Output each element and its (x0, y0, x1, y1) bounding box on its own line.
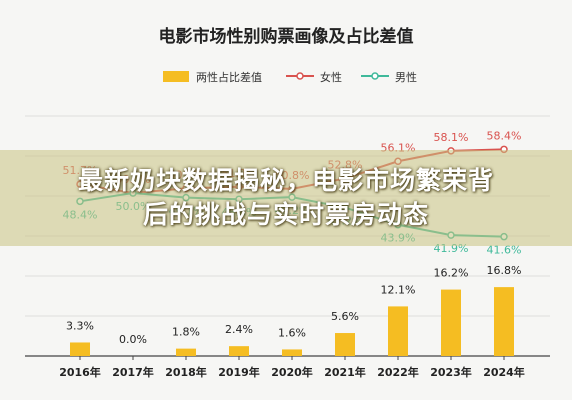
x-tick-label: 2018年 (165, 365, 207, 379)
bar (335, 333, 355, 356)
chart-title: 电影市场性别购票画像及占比差值 (159, 26, 414, 47)
legend: 两性占比差值 女性 男性 (163, 70, 417, 84)
x-tick-label: 2019年 (218, 365, 260, 379)
x-tick-label: 2021年 (324, 365, 366, 379)
legend-male-marker (371, 72, 379, 80)
bar-value-label: 1.8% (172, 326, 200, 339)
bar (229, 346, 249, 356)
bar (282, 349, 302, 356)
overlay-headline-line-2: 后的挑战与实时票房动态 (142, 200, 429, 229)
legend-female-label: 女性 (320, 70, 342, 84)
female-value-label: 58.4% (487, 129, 522, 142)
overlay-headline: 最新奶块数据揭秘，电影市场繁荣背 后的挑战与实时票房动态 (0, 164, 572, 232)
overlay-banner (0, 150, 572, 246)
overlay-headline-line-1: 最新奶块数据揭秘，电影市场繁荣背 (77, 166, 494, 195)
legend-female-marker (296, 72, 304, 80)
bar-value-label: 2.4% (225, 323, 253, 336)
bar-value-label: 3.3% (66, 319, 94, 332)
x-tick-label: 2024年 (483, 365, 525, 379)
bar (388, 306, 408, 356)
x-tick-label: 2023年 (430, 365, 472, 379)
bar (176, 348, 196, 356)
bar (70, 342, 90, 356)
bar (441, 289, 461, 356)
bar-value-label: 1.6% (278, 326, 306, 339)
bar-value-label: 16.8% (487, 264, 522, 277)
bar-value-label: 16.2% (434, 267, 469, 280)
legend-bar-swatch (163, 71, 189, 82)
x-tick-label: 2020年 (271, 365, 313, 379)
bar-value-label: 0.0% (119, 333, 147, 346)
bar-value-label: 12.1% (381, 283, 416, 296)
male-value-label: 41.6% (487, 244, 522, 257)
legend-bar-label: 两性占比差值 (196, 70, 262, 84)
bar-value-label: 5.6% (331, 310, 359, 323)
x-tick-label: 2017年 (112, 365, 154, 379)
legend-male-label: 男性 (395, 70, 417, 84)
x-tick-label: 2022年 (377, 365, 419, 379)
female-value-label: 58.1% (434, 131, 469, 144)
x-tick-label: 2016年 (59, 365, 101, 379)
bar (494, 287, 514, 356)
